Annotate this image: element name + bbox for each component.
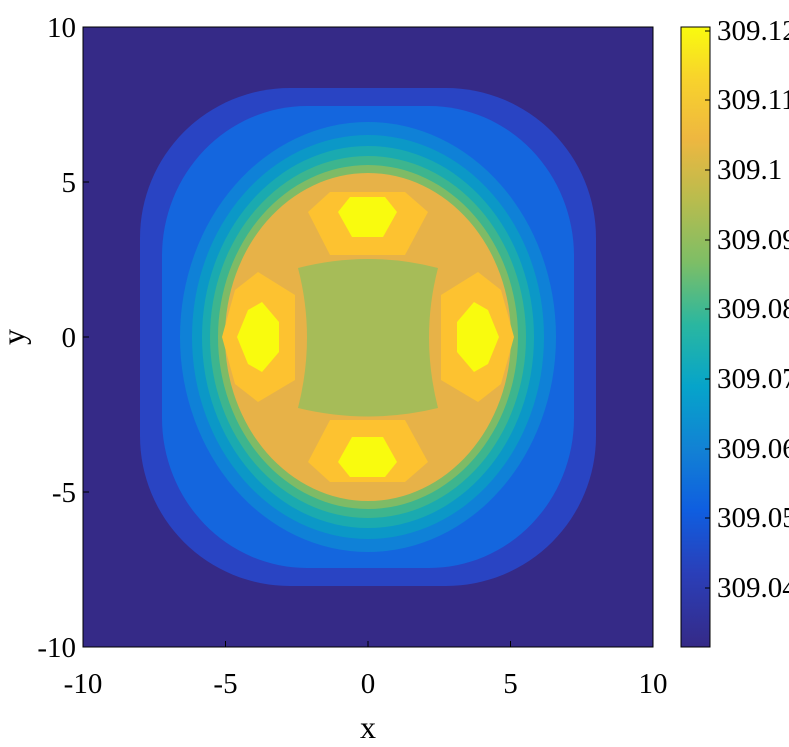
colorbar-tick-label: 309.11 [717,84,789,116]
x-axis [82,641,654,647]
colorbar: 309.12 309.11 309.1 309.09 309.08 309.07… [680,15,789,648]
colorbar-tick-label: 309.04 [717,572,789,604]
peak-right [457,302,499,372]
x-tick-label: 10 [639,668,668,700]
colorbar-tick-label: 309.06 [717,433,789,465]
center-plateau [298,259,438,417]
colorbar-tick-label: 309.12 [717,15,789,47]
peak-bottom [338,437,397,477]
colorbar-tick-label: 309.05 [717,502,789,534]
x-tick-label: 5 [503,668,518,700]
y-tick-label: -10 [37,632,76,664]
plot-area [83,27,653,647]
x-tick-label: 0 [361,668,376,700]
x-tick-label: -5 [213,668,237,700]
x-tick-label: -10 [64,668,103,700]
y-tick-label: 10 [47,12,76,44]
x-axis-title: x [360,709,376,745]
peak-left [237,302,279,372]
colorbar-gradient [680,26,711,648]
y-tick-label: 0 [62,322,77,354]
y-tick-label: -5 [52,477,76,509]
colorbar-tick-label: 309.08 [717,293,789,325]
colorbar-tick-label: 309.09 [717,224,789,256]
y-axis-title: y [0,329,31,345]
y-tick-label: 5 [62,167,77,199]
y-axis [83,26,89,648]
colorbar-tick-label: 309.07 [717,363,789,395]
colorbar-tick-label: 309.1 [717,154,782,186]
peak-top [338,197,397,237]
